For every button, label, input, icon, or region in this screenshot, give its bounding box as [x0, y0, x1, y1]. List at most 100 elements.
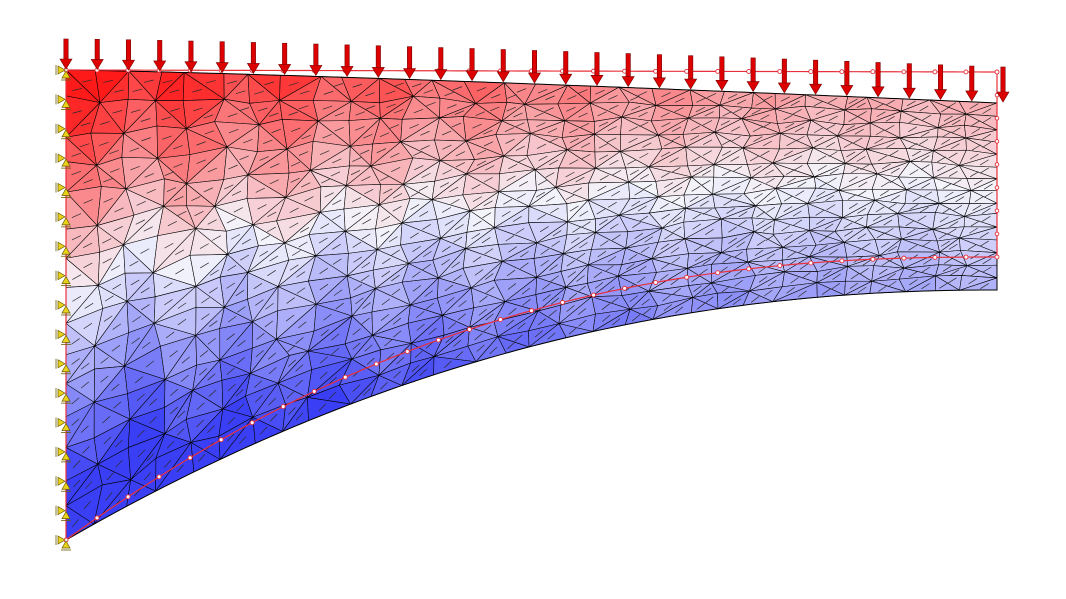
deformed-node[interactable]	[870, 256, 876, 262]
direction-tick	[969, 103, 979, 110]
pin-support-icon[interactable]	[55, 182, 71, 198]
deformed-node[interactable]	[249, 420, 255, 426]
deformed-node[interactable]	[932, 254, 938, 260]
direction-tick	[731, 126, 741, 132]
deformed-node[interactable]	[311, 388, 317, 394]
deformed-node[interactable]	[963, 254, 969, 260]
direction-tick	[790, 100, 800, 106]
deformed-node[interactable]	[808, 260, 814, 266]
deformed-node[interactable]	[994, 231, 1000, 237]
pin-support-icon[interactable]	[55, 476, 71, 492]
deformed-node[interactable]	[715, 270, 721, 276]
deformed-node[interactable]	[994, 208, 1000, 213]
distributed-load	[59, 38, 1010, 103]
deformed-node[interactable]	[187, 455, 193, 461]
direction-tick	[267, 270, 276, 277]
direction-tick	[750, 296, 760, 303]
pin-support-icon[interactable]	[55, 535, 71, 551]
pin-support-icon[interactable]	[55, 505, 71, 522]
pin-support-icon[interactable]	[55, 270, 71, 287]
deformed-node[interactable]	[125, 494, 131, 500]
direction-tick	[569, 128, 579, 134]
direction-tick	[269, 179, 279, 185]
direction-tick	[505, 319, 515, 327]
deformed-node[interactable]	[435, 337, 441, 343]
direction-tick	[453, 236, 463, 243]
direction-tick	[484, 248, 494, 255]
deformed-node[interactable]	[684, 274, 690, 280]
deformed-node[interactable]	[994, 254, 1000, 260]
direction-tick	[538, 155, 548, 161]
deformed-node[interactable]	[653, 280, 659, 285]
pin-support-icon[interactable]	[55, 241, 71, 257]
deformed-node[interactable]	[218, 437, 224, 443]
direction-tick	[411, 83, 422, 88]
deformed-node[interactable]	[839, 69, 845, 75]
deformed-node[interactable]	[622, 285, 628, 291]
down-arrow-icon	[965, 65, 979, 102]
direction-tick	[410, 204, 420, 210]
pin-support-icon[interactable]	[55, 388, 71, 404]
direction-tick	[550, 297, 560, 305]
deformed-node[interactable]	[932, 69, 938, 75]
deformed-node[interactable]	[777, 69, 783, 74]
deformed-node[interactable]	[901, 255, 907, 261]
direction-tick	[632, 314, 641, 322]
deformed-node[interactable]	[994, 115, 1000, 121]
pin-support-icon[interactable]	[55, 446, 71, 463]
direction-tick	[872, 215, 882, 222]
deformed-node[interactable]	[808, 69, 814, 75]
direction-tick	[442, 130, 452, 136]
deformed-node[interactable]	[839, 258, 845, 264]
deformed-node[interactable]	[963, 69, 969, 75]
direction-tick	[420, 145, 430, 150]
direction-tick	[442, 144, 452, 150]
direction-tick	[475, 111, 486, 116]
deformed-node[interactable]	[715, 68, 721, 74]
direction-tick	[701, 170, 711, 176]
direction-tick	[208, 389, 217, 397]
direction-tick	[416, 311, 425, 318]
pin-support-icon[interactable]	[55, 153, 71, 169]
deformed-node[interactable]	[373, 361, 379, 367]
direction-tick	[174, 196, 184, 201]
deformed-node[interactable]	[684, 68, 690, 74]
direction-tick	[631, 200, 641, 207]
pin-support-icon[interactable]	[55, 300, 71, 316]
pin-support-icon[interactable]	[55, 358, 71, 375]
pin-support-icon[interactable]	[55, 94, 71, 110]
pin-support-icon[interactable]	[55, 65, 71, 81]
deformed-node[interactable]	[994, 185, 1000, 190]
direction-tick	[888, 245, 898, 252]
deformed-node[interactable]	[746, 266, 752, 272]
deformed-node[interactable]	[280, 404, 286, 410]
deformed-node[interactable]	[777, 263, 783, 269]
deformed-node[interactable]	[94, 515, 100, 521]
direction-tick	[637, 205, 647, 212]
direction-tick	[109, 149, 119, 154]
direction-tick	[731, 185, 741, 192]
deformed-node[interactable]	[870, 69, 876, 75]
deformed-node[interactable]	[994, 69, 1000, 75]
direction-tick	[173, 145, 183, 150]
deformed-node[interactable]	[746, 69, 752, 74]
deformed-node[interactable]	[994, 162, 1000, 167]
deformed-node[interactable]	[591, 292, 597, 298]
deformed-node[interactable]	[342, 374, 348, 380]
deformed-node[interactable]	[498, 317, 503, 323]
pin-support-icon[interactable]	[55, 417, 71, 433]
deformed-node[interactable]	[994, 139, 1000, 144]
deformed-node[interactable]	[466, 326, 472, 332]
direction-tick	[224, 184, 234, 190]
deformed-node[interactable]	[404, 349, 410, 355]
deformed-node[interactable]	[156, 474, 162, 480]
pin-support-icon[interactable]	[55, 123, 71, 140]
deformed-node[interactable]	[529, 308, 534, 314]
pin-support-icon[interactable]	[55, 329, 71, 345]
deformed-node[interactable]	[901, 69, 907, 75]
pin-support-icon[interactable]	[55, 211, 71, 228]
deformed-node[interactable]	[560, 299, 565, 305]
direction-tick	[628, 137, 638, 143]
